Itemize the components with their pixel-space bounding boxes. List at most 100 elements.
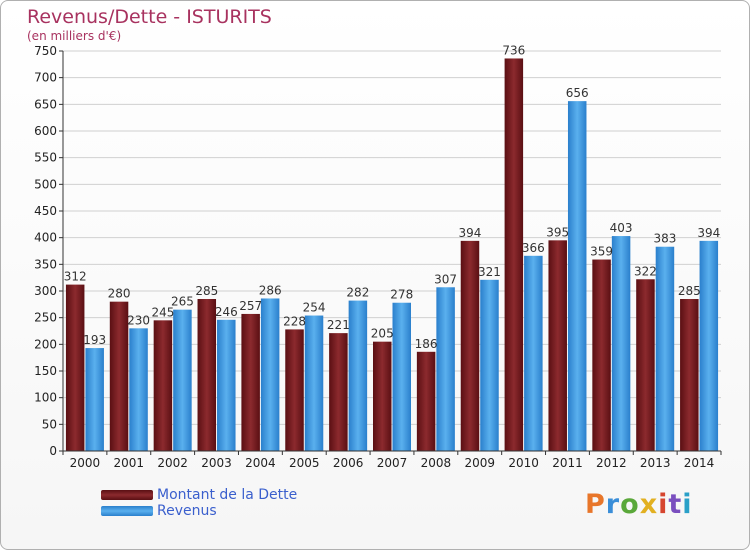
data-label-dette-2008: 186 bbox=[415, 337, 438, 351]
y-tick-label: 700 bbox=[34, 71, 57, 85]
logo-letter: r bbox=[605, 489, 621, 520]
data-label-revenus-2009: 321 bbox=[478, 265, 501, 279]
x-tick-label: 2003 bbox=[201, 456, 232, 470]
y-tick-label: 550 bbox=[34, 151, 57, 165]
bar-dette-2010 bbox=[504, 58, 524, 451]
y-tick-label: 50 bbox=[42, 417, 57, 431]
bar-dette-2009 bbox=[460, 240, 480, 451]
bar-revenus-2008 bbox=[436, 287, 455, 451]
axes: 0 50 100 150 200 250 300 350 400 450 500 550 600 650 7… bbox=[34, 44, 722, 470]
y-tick-label: 200 bbox=[34, 337, 57, 351]
bar-dette-2001 bbox=[109, 301, 129, 451]
bar-revenus-2011 bbox=[567, 101, 587, 451]
x-tick-label: 2001 bbox=[114, 456, 145, 470]
data-label-revenus-2013: 383 bbox=[653, 232, 676, 246]
legend-item-dette: Montant de la Dette bbox=[101, 487, 297, 503]
data-label-dette-2012: 359 bbox=[590, 245, 613, 259]
proxiti-logo: Proxiti bbox=[585, 489, 693, 520]
data-label-revenus-2010: 366 bbox=[522, 241, 545, 255]
bar-dette-2008 bbox=[416, 351, 436, 451]
bar-revenus-2007 bbox=[392, 302, 411, 451]
x-tick-label: 2011 bbox=[552, 456, 583, 470]
data-label-dette-2001: 280 bbox=[108, 287, 131, 301]
data-label-dette-2005: 228 bbox=[283, 314, 306, 328]
bar-dette-2007 bbox=[373, 341, 392, 451]
logo-letter: i bbox=[682, 489, 693, 520]
logo-letter: P bbox=[585, 489, 606, 520]
bar-revenus-2003 bbox=[217, 319, 236, 451]
bar-revenus-2012 bbox=[611, 236, 631, 451]
bar-dette-2006 bbox=[329, 333, 348, 451]
bar-dette-2011 bbox=[548, 240, 567, 451]
x-tick-label: 2013 bbox=[640, 456, 671, 470]
y-tick-label: 150 bbox=[34, 364, 57, 378]
data-label-revenus-2007: 278 bbox=[390, 288, 413, 302]
bar-revenus-2004 bbox=[260, 298, 280, 451]
x-tick-label: 2008 bbox=[421, 456, 452, 470]
bar-dette-2000 bbox=[65, 284, 85, 451]
legend-swatch-dette bbox=[101, 490, 153, 500]
bar-revenus-2001 bbox=[129, 328, 148, 451]
y-tick-label: 250 bbox=[34, 311, 57, 325]
data-label-revenus-2002: 265 bbox=[171, 295, 194, 309]
data-label-revenus-2011: 656 bbox=[566, 86, 589, 100]
y-tick-label: 500 bbox=[34, 177, 57, 191]
x-tick-label: 2012 bbox=[596, 456, 627, 470]
legend-item-revenus: Revenus bbox=[101, 503, 217, 519]
y-tick-label: 750 bbox=[34, 44, 57, 58]
data-label-dette-2006: 221 bbox=[327, 318, 350, 332]
x-tick-label: 2006 bbox=[333, 456, 364, 470]
data-label-revenus-2008: 307 bbox=[434, 272, 457, 286]
bar-dette-2004 bbox=[241, 313, 260, 451]
data-label-dette-2003: 285 bbox=[195, 284, 218, 298]
data-label-revenus-2000: 193 bbox=[83, 333, 106, 347]
x-tick-label: 2005 bbox=[289, 456, 320, 470]
data-label-dette-2009: 394 bbox=[459, 226, 482, 240]
y-tick-label: 400 bbox=[34, 231, 57, 245]
data-label-dette-2014: 285 bbox=[678, 284, 701, 298]
logo-letter: t bbox=[668, 489, 683, 520]
data-label-dette-2000: 312 bbox=[64, 270, 87, 284]
bars bbox=[65, 58, 719, 451]
y-tick-label: 100 bbox=[34, 391, 57, 405]
bar-dette-2012 bbox=[592, 259, 611, 451]
x-tick-label: 2009 bbox=[464, 456, 495, 470]
legend-swatch-revenus bbox=[101, 506, 153, 516]
y-tick-label: 300 bbox=[34, 284, 57, 298]
chart-subtitle: (en milliers d'€) bbox=[27, 29, 122, 43]
x-tick-label: 2004 bbox=[245, 456, 276, 470]
logo-letter: o bbox=[620, 489, 640, 520]
y-tick-label: 600 bbox=[34, 124, 57, 138]
bar-revenus-2010 bbox=[524, 255, 543, 451]
data-label-revenus-2001: 230 bbox=[127, 313, 150, 327]
bar-dette-2013 bbox=[636, 279, 655, 451]
bar-revenus-2009 bbox=[480, 279, 499, 451]
data-label-dette-2004: 257 bbox=[239, 299, 262, 313]
data-label-dette-2010: 736 bbox=[502, 43, 525, 57]
data-label-revenus-2006: 282 bbox=[346, 286, 369, 300]
bar-revenus-2000 bbox=[85, 348, 104, 451]
legend-label-revenus: Revenus bbox=[157, 503, 217, 519]
x-tick-label: 2010 bbox=[508, 456, 539, 470]
logo-letter: i bbox=[658, 489, 669, 520]
x-tick-label: 2014 bbox=[684, 456, 715, 470]
x-tick-label: 2002 bbox=[157, 456, 188, 470]
data-label-dette-2013: 322 bbox=[634, 264, 657, 278]
y-tick-label: 650 bbox=[34, 97, 57, 111]
data-label-dette-2011: 395 bbox=[546, 225, 569, 239]
bar-dette-2005 bbox=[285, 329, 304, 451]
bar-revenus-2014 bbox=[699, 240, 719, 451]
data-label-revenus-2003: 246 bbox=[215, 305, 238, 319]
legend-label-dette: Montant de la Dette bbox=[157, 487, 298, 503]
bar-revenus-2005 bbox=[304, 315, 324, 451]
data-label-revenus-2004: 286 bbox=[259, 283, 282, 297]
bar-dette-2003 bbox=[197, 299, 217, 451]
y-tick-label: 350 bbox=[34, 257, 57, 271]
data-label-dette-2007: 205 bbox=[371, 327, 394, 341]
logo-letter: x bbox=[639, 489, 659, 520]
bar-revenus-2002 bbox=[173, 309, 192, 451]
x-tick-label: 2007 bbox=[377, 456, 408, 470]
